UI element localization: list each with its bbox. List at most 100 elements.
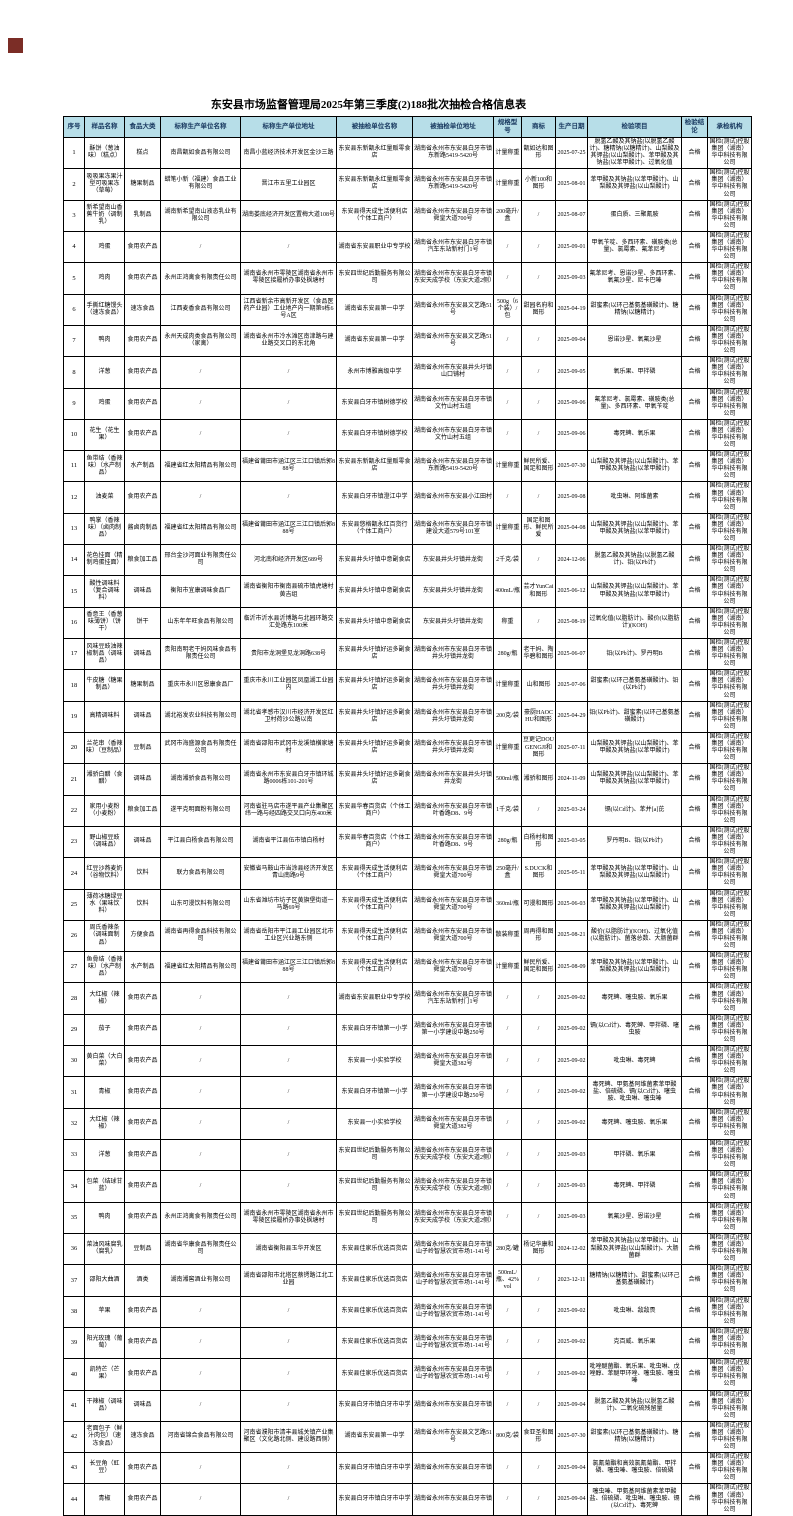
table-cell: 合格 xyxy=(681,1452,708,1485)
table-cell: 东安四世纪后勤服务有限公司 xyxy=(336,262,413,295)
table-cell: 湖南省永州市冷水滩区南津路与建业路交叉口的东北角 xyxy=(240,324,337,358)
table-cell: 湖南省岳阳市平江县工业园区北市工业区兴业路东侧 xyxy=(240,919,337,953)
table-cell: / xyxy=(521,1170,556,1203)
table-cell: 东安县华春百货店（个体工商户） xyxy=(336,794,413,827)
table-cell: / xyxy=(160,481,241,514)
table-row: 43 长豆角（豇豆） 食用农产品 / / 东安县白牙市镇白牙市中学 湖南省永州市东安县白牙市… xyxy=(63,1452,752,1485)
table-cell: / xyxy=(493,1076,522,1109)
table-cell: 湖南省永州市东安县白牙市镇叶香路D8、9号 xyxy=(412,794,494,827)
table-cell: 山和图形 xyxy=(521,669,556,702)
table-cell: 合格 xyxy=(681,199,708,232)
table-cell: 44 xyxy=(63,1483,85,1516)
table-cell: 合格 xyxy=(681,481,708,514)
table-cell: 3 xyxy=(63,199,85,232)
table-cell: 合格 xyxy=(681,1358,708,1391)
table-cell: 湖南省永州市东安县文艺路51号 xyxy=(412,1420,494,1454)
table-cell: 糖精钠(以糖精计)、甜蜜素(以环己基氨基磺酸计) xyxy=(587,1264,682,1297)
table-cell: 800克/袋 xyxy=(493,1420,522,1454)
table-cell: 甜蜜素(以环己基氨基磺酸计)、铅(以Pb计) xyxy=(587,669,682,702)
table-cell: / xyxy=(240,481,337,514)
table-cell: / xyxy=(240,1358,337,1391)
table-cell: 1千克/袋 xyxy=(493,794,522,827)
table-cell: 21 xyxy=(63,763,85,796)
table-cell: 国检(测试)控股集团（湖南）华中科技有限公司 xyxy=(707,700,752,733)
table-cell: 山东可漫饮料有限公司 xyxy=(160,888,241,921)
table-cell: 2025-07-11 xyxy=(555,731,588,765)
table-cell: / xyxy=(160,1295,241,1328)
table-cell: 东安县悠格甑永红百货行（个体工商户） xyxy=(336,512,413,546)
table-cell: 2025-06-12 xyxy=(555,575,588,608)
table-cell: 饮料 xyxy=(124,888,161,921)
table-cell: 毒死蜱、噻虫胺、氧乐果 xyxy=(587,1107,682,1141)
table-row: 7 鸭肉 食用农产品 永州天成肉类食品有限公司（家禽） 湖南省永州市冷水滩区南津路与建业… xyxy=(63,324,752,358)
table-cell: 合格 xyxy=(681,794,708,827)
table-cell: 山梨酸及其钾盐(以山梨酸计)、苯甲酸及其钠盐(以苯甲酸计) xyxy=(587,575,682,608)
table-cell: 合格 xyxy=(681,606,708,640)
table-cell: 湖南省东安县第一中学 xyxy=(336,1420,413,1454)
table-cell: 32 xyxy=(63,1107,85,1141)
table-cell: 4 xyxy=(63,230,85,264)
table-cell: 国检(测试)控股集团（湖南）华中科技有限公司 xyxy=(707,731,752,765)
table-cell: / xyxy=(160,1326,241,1360)
table-cell: 东安县井头圩镇中意副食店 xyxy=(336,575,413,608)
table-cell: 2025-06-03 xyxy=(555,888,588,921)
table-row: 6 手撕红糖馒头（速冻食品） 速冻食品 江西麦香食品有限公司 江西省新余市高新开发区（食… xyxy=(63,293,752,326)
table-cell: 10 xyxy=(63,418,85,452)
table-cell: / xyxy=(493,1389,522,1422)
table-cell: / xyxy=(240,1045,337,1078)
table-cell: 贵阳市龙洞堡见龙洞路638号 xyxy=(240,637,337,671)
table-cell: 6 xyxy=(63,293,85,326)
table-cell: / xyxy=(160,1389,241,1422)
table-cell: 国检(测试)控股集团（湖南）华中科技有限公司 xyxy=(707,544,752,577)
table-cell: 甲氧苄啶、多西环素、磺胺类(总量)、氯霉素、氟苯尼考 xyxy=(587,230,682,264)
table-cell: 25 xyxy=(63,888,85,921)
table-cell: 东安县得天成生活便利店（个体工商户） xyxy=(336,951,413,984)
table-cell: 苯甲酸及其钠盐(以苯甲酸计)、山梨酸及其钾盐(以山梨酸计) xyxy=(587,168,682,201)
table-cell: 国检(测试)控股集团（湖南）华中科技有限公司 xyxy=(707,387,752,420)
table-cell: 茄子 xyxy=(84,1013,125,1047)
table-cell: 国检(测试)控股集团（湖南）华中科技有限公司 xyxy=(707,825,752,859)
table-cell: 甜园名府和图形 xyxy=(521,293,556,326)
table-cell: 福建省红太阳精品有限公司 xyxy=(160,450,241,483)
column-header: 商标 xyxy=(521,116,556,138)
header-row: 序号 样品名称 食品大类 标称生产单位名称 标称生产单位地址 被抽检单位名称 被抽检单位地址… xyxy=(63,116,752,138)
column-header: 检验结论 xyxy=(681,116,708,138)
table-cell: 国检(测试)控股集团（湖南）华中科技有限公司 xyxy=(707,1045,752,1078)
table-cell: 34 xyxy=(63,1170,85,1203)
table-cell: 临沂市沂水县沂博路与北园环路交汇处路东100米 xyxy=(240,606,337,640)
table-cell: / xyxy=(160,1107,241,1141)
table-cell: 湖南省永州市东安县井头圩镇井龙街 xyxy=(412,763,494,796)
table-cell: 可漫和图形 xyxy=(521,888,556,921)
table-cell: 小新100和图形 xyxy=(521,168,556,201)
table-cell: 周再得和图形 xyxy=(521,919,556,953)
corner-marker-icon xyxy=(8,38,23,53)
table-row: 27 鱼骨结（香辣味）（水产制品） 水产制品 福建省红太阳精品有限公司 福建省莆田市涵江… xyxy=(63,951,752,984)
table-cell: 国检(测试)控股集团（湖南）华中科技有限公司 xyxy=(707,1326,752,1360)
table-row: 19 高精调味料 调味品 湖北裕发农业科技有限公司 湖北省孝感市汉川市经济开发区红卫村荷… xyxy=(63,700,752,733)
table-cell: 杨记华康和图形 xyxy=(521,1232,556,1266)
table-cell: 湖北省孝感市汉川市经济开发区红卫村荷沙公路以南 xyxy=(240,700,337,733)
table-row: 9 鸡蛋 食用农产品 / / 东安县白牙市镇树德学校 湖南省永州市东安县白牙市镇文竹山村五组… xyxy=(63,387,752,420)
table-cell: 湖南省衡阳县玉华开发区 xyxy=(240,1232,337,1266)
table-cell: 重庆市永川区恩康食品厂 xyxy=(160,669,241,702)
table-cell: 鸡蛋 xyxy=(84,230,125,264)
table-cell: 计量称重 xyxy=(493,731,522,765)
table-cell: 湖南省永州市零陵区湖南省永州市零陵区接履桥办事处枫塘村 xyxy=(240,262,337,295)
table-cell: 过氧化值(以脂肪计)、酸价(以脂肪计)(KOH) xyxy=(587,606,682,640)
table-cell: 国检(测试)控股集团（湖南）华中科技有限公司 xyxy=(707,1232,752,1266)
table-cell: 重庆市永川工业园区凤凰湖工业园内 xyxy=(240,669,337,702)
table-cell: 食用农产品 xyxy=(124,418,161,452)
table-cell: / xyxy=(160,418,241,452)
table-cell: 东安县井头圩镇好运多副食店 xyxy=(336,669,413,702)
table-cell: 蜡笔小新（福建）食品工业有限公司 xyxy=(160,168,241,201)
table-cell: 19 xyxy=(63,700,85,733)
table-cell: 国检(测试)控股集团（湖南）华中科技有限公司 xyxy=(707,669,752,702)
table-cell: 脱氢乙酸及其钠盐(以脱氢乙酸计)、二氧化硫残留量 xyxy=(587,1389,682,1422)
table-cell: 湖南省永州市东安县白牙市镇舜皇大道700号 xyxy=(412,199,494,232)
table-row: 18 牛皮糖（糖果制品） 糖果制品 重庆市永川区恩康食品厂 重庆市永川工业园区凤凰湖工业… xyxy=(63,669,752,702)
table-cell: 2025-09-03 xyxy=(555,1138,588,1172)
table-cell: 吡虫啉、阿维菌素 xyxy=(587,481,682,514)
table-cell: 东安县白牙市镇白牙市中学 xyxy=(336,1389,413,1422)
table-cell: 湖南省永州市东安县白牙市镇山子岭智慧农贸市场1-141号 xyxy=(412,1264,494,1297)
table-cell: / xyxy=(521,199,556,232)
